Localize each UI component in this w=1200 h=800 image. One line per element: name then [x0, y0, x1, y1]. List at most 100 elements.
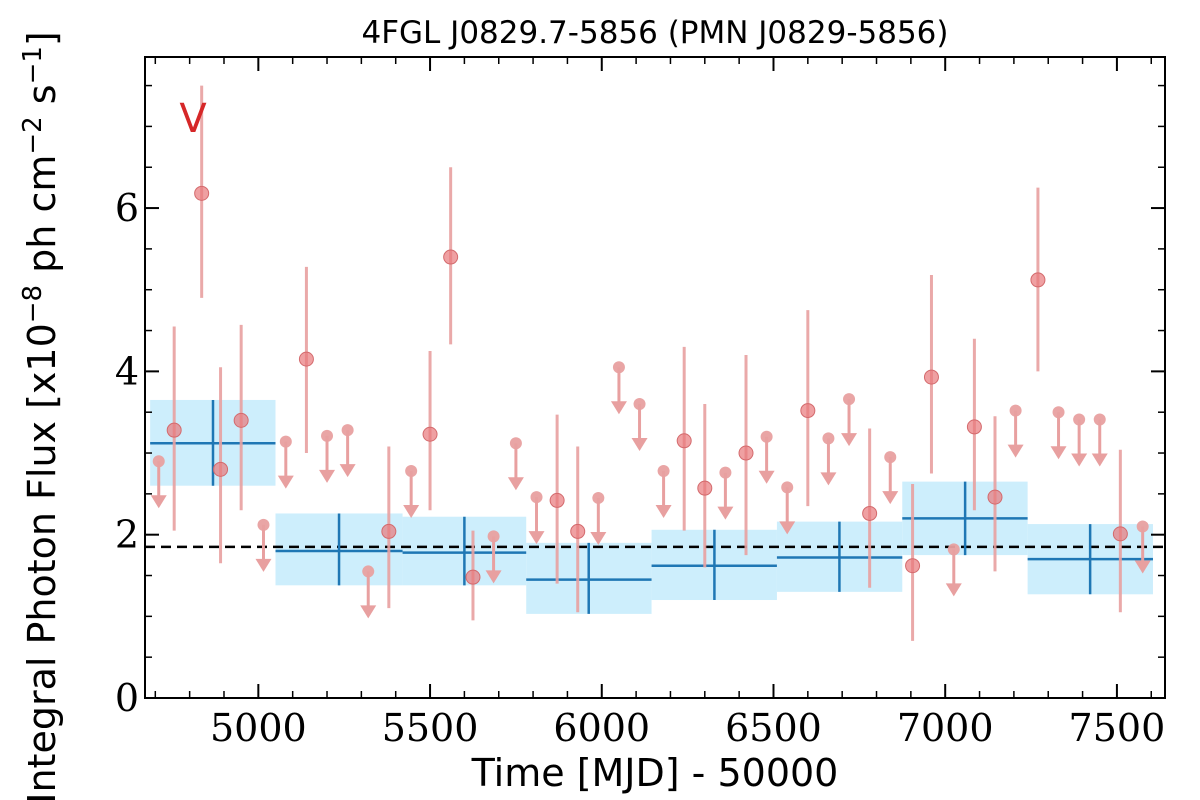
x-tick-label-2: 6000 [553, 706, 650, 750]
y-axis-label: Integral Photon Flux [x10−8 ph cm−2 s−1] [18, 31, 64, 800]
y-tick-label-3: 6 [115, 186, 139, 230]
upper-limit-point-6 [405, 464, 418, 477]
upper-limit-arrow-7 [485, 570, 502, 584]
y-axis-label-end: ] [20, 31, 64, 46]
upper-limit-arrow-5 [360, 605, 377, 619]
x-tick-label-0: 5000 [210, 706, 307, 750]
detection-points [166, 85, 1128, 641]
upper-limit-point-3 [321, 429, 334, 442]
upper-limit-point-18 [843, 393, 856, 406]
y-tick-label-0: 0 [115, 676, 139, 720]
upper-limit-point-23 [1073, 413, 1086, 426]
detection-point-18 [966, 419, 982, 435]
detection-point-0 [166, 422, 182, 438]
upper-limit-point-15 [760, 430, 773, 443]
upper-limit-arrow-11 [610, 401, 627, 415]
upper-limit-arrow-8 [507, 477, 524, 491]
upper-limit-arrow-21 [1007, 444, 1024, 458]
x-axis-label: Time [MJD] - 50000 [471, 751, 839, 795]
upper-limit-arrow-17 [820, 472, 837, 486]
upper-limit-point-8 [509, 437, 522, 450]
upper-limit-arrow-13 [655, 504, 672, 518]
binned-bands [150, 399, 1153, 614]
detection-point-8 [465, 569, 481, 585]
upper-limit-arrow-15 [758, 470, 775, 484]
upper-limit-point-5 [362, 565, 375, 578]
y-axis-label-sup1: −8 [18, 285, 48, 323]
y-tick-label-2: 4 [115, 349, 139, 393]
y-axis-label-mid: ph cm [20, 155, 64, 285]
detection-point-10 [570, 523, 586, 539]
variability-flag: V [179, 96, 207, 142]
detection-point-20 [1030, 272, 1046, 288]
upper-limit-point-21 [1009, 404, 1022, 417]
upper-limit-point-1 [257, 518, 270, 531]
binned-points [150, 399, 1153, 614]
detection-point-1 [194, 185, 210, 201]
upper-limit-point-17 [822, 432, 835, 445]
plot-frame [144, 56, 1166, 699]
upper-limit-point-12 [633, 398, 646, 411]
upper-limit-point-13 [657, 464, 670, 477]
x-tick-label-1: 5500 [382, 706, 479, 750]
upper-limit-point-24 [1093, 413, 1106, 426]
detection-point-5 [381, 523, 397, 539]
upper-limit-arrow-10 [590, 531, 607, 545]
upper-limit-points [150, 361, 1151, 619]
upper-limit-arrow-24 [1091, 453, 1108, 467]
detection-point-12 [697, 480, 713, 496]
y-axis-label-sup3: −1 [18, 46, 48, 84]
upper-limit-arrow-23 [1071, 453, 1088, 467]
upper-limit-point-11 [612, 361, 625, 374]
upper-limit-point-20 [947, 543, 960, 556]
upper-limit-arrow-19 [882, 491, 899, 505]
detection-point-17 [923, 369, 939, 385]
detection-point-7 [443, 249, 459, 265]
detection-point-6 [422, 426, 438, 442]
tick-labels: 5000 5500 6000 6500 7000 7500 0 2 4 6 [115, 186, 1165, 750]
upper-limit-arrow-22 [1050, 446, 1067, 460]
upper-limit-point-10 [592, 491, 605, 504]
detection-point-14 [800, 403, 816, 419]
upper-limit-arrow-2 [277, 475, 294, 489]
detection-point-2 [213, 461, 229, 477]
upper-limit-point-4 [341, 424, 354, 437]
detection-point-11 [676, 433, 692, 449]
detection-point-4 [298, 351, 314, 367]
upper-limit-point-22 [1052, 406, 1065, 419]
x-tick-label-5: 7500 [1069, 706, 1166, 750]
upper-limit-arrow-14 [717, 506, 734, 520]
upper-limit-arrow-3 [319, 469, 336, 483]
upper-limit-arrow-12 [631, 438, 648, 452]
upper-limit-point-25 [1136, 520, 1149, 533]
x-tick-label-4: 7000 [897, 706, 994, 750]
axis-ticks [145, 57, 1165, 699]
y-axis-label-sup2: −2 [18, 116, 48, 154]
upper-limit-point-7 [487, 530, 500, 543]
upper-limit-point-19 [884, 451, 897, 464]
upper-limit-point-16 [781, 481, 794, 494]
upper-limit-arrow-16 [779, 521, 796, 535]
x-tick-label-3: 6500 [725, 706, 822, 750]
detection-point-15 [862, 505, 878, 521]
detection-point-21 [1112, 526, 1128, 542]
upper-limit-arrow-0 [150, 495, 167, 509]
chart-title: 4FGL J0829.7-5856 (PMN J0829-5856) [361, 15, 948, 51]
detection-point-16 [905, 558, 921, 574]
detection-point-13 [738, 445, 754, 461]
upper-limit-point-9 [530, 491, 543, 504]
upper-limit-arrow-1 [255, 558, 272, 572]
upper-limit-point-14 [719, 466, 732, 479]
detection-point-9 [549, 492, 565, 508]
upper-limit-arrow-6 [403, 504, 420, 518]
detection-point-3 [233, 412, 249, 428]
upper-limit-point-2 [279, 435, 292, 448]
upper-limit-arrow-4 [339, 464, 356, 478]
y-axis-label-base: Integral Photon Flux [x10 [20, 323, 64, 800]
y-axis-label-mid2: s [20, 84, 64, 116]
upper-limit-arrow-18 [841, 433, 858, 447]
upper-limit-arrow-25 [1134, 560, 1151, 574]
upper-limit-arrow-20 [945, 583, 962, 597]
detection-point-19 [987, 489, 1003, 505]
